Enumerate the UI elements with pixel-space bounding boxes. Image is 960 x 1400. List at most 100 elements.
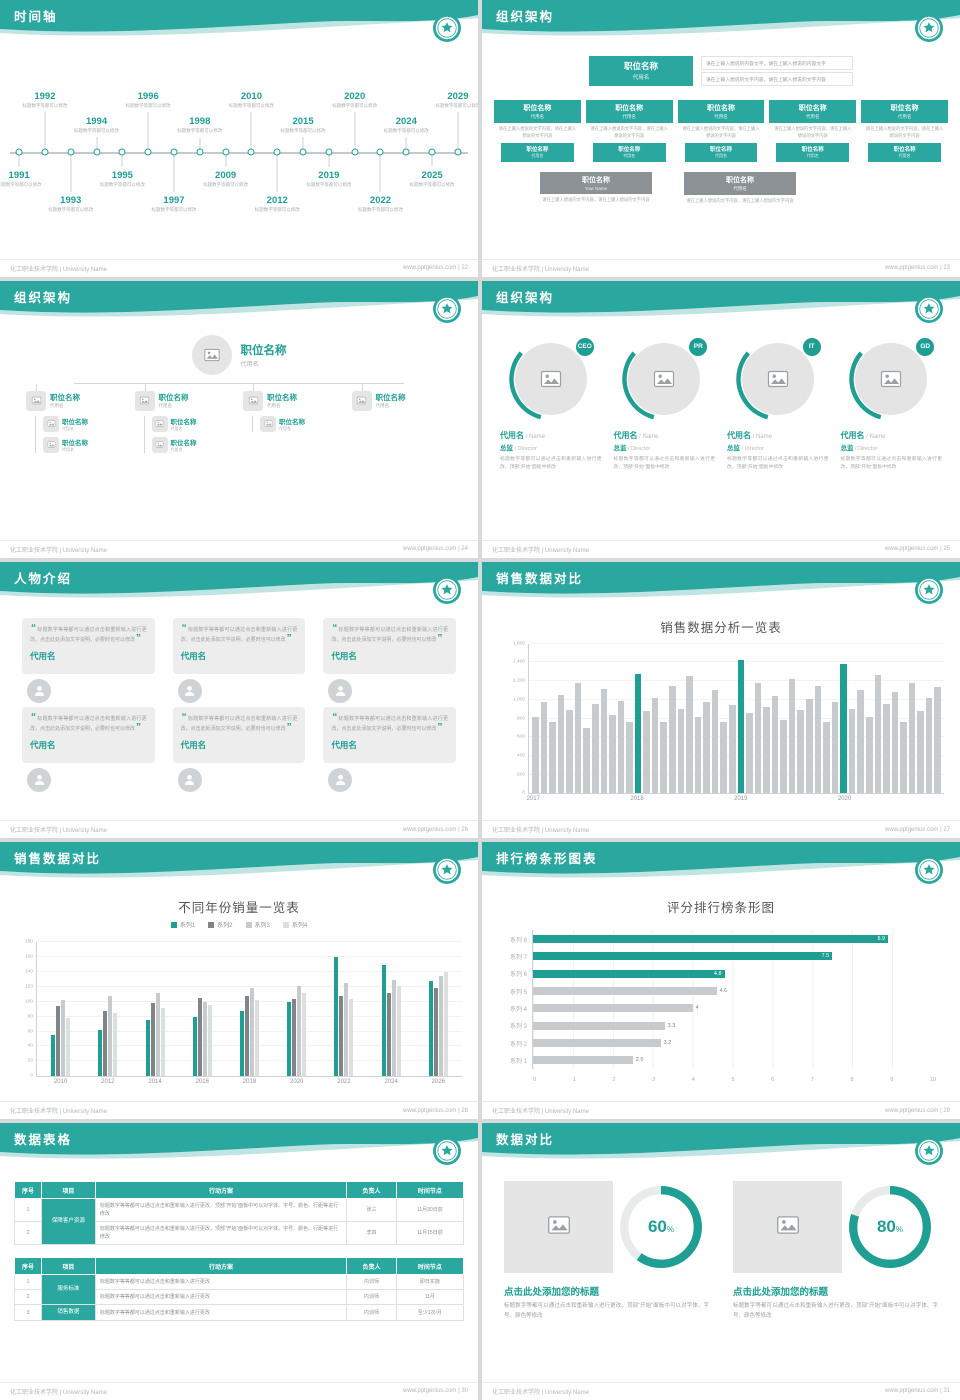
action-table-1: 序号 项目 行动方案 负责人 时间节点 1 保障客户资源 标题数字等等都可以通过点击和重新输入… <box>14 1181 465 1246</box>
timeline-year: 2012 <box>266 195 288 207</box>
timeline-dot <box>428 148 436 156</box>
slide-31-data-compare[interactable]: 数据对比 60% 点击此处添加您的标题 标题数字等都可以通过点击和重新输入进行更改，… <box>482 1123 960 1400</box>
close-quote-icon: ” <box>286 722 292 734</box>
person-intro: “标题数字等等都可以通过点击和重新输入进行更改，点击此处添加文字说明，必要时也可… <box>323 706 456 792</box>
bar-chart: 0 200 400 600 800 1,000 1,200 1,400 1,600 2017 201… <box>513 641 944 802</box>
hbar-row: 系列 7 7.5 <box>500 947 932 966</box>
slide-header: 组织架构 <box>482 280 960 327</box>
position-title: 职位名称 <box>375 393 406 403</box>
bar <box>51 1035 56 1077</box>
bar <box>339 995 344 1077</box>
bar-group: 2022 <box>320 942 367 1085</box>
slide-25-org-circles[interactable]: 组织架构 CEO 代用名 / Name 总监 / Director 标题数字等都可以通… <box>482 280 960 558</box>
slide-29-ranking-chart[interactable]: 排行榜条形图表 评分排行榜条形图 系列 8 8.9 系列 7 7.5 系列 6 4.8 系列… <box>482 842 960 1120</box>
timeline-connector <box>199 137 201 153</box>
slide-28-grouped-chart[interactable]: 销售数据对比 不同年份销量一览表 系列1 系列2 系列3 系列4 0 20 40 60 80 1… <box>0 842 478 1120</box>
timeline-year: 2024 <box>395 115 417 127</box>
bar <box>192 1016 197 1077</box>
header-wave <box>0 561 478 598</box>
timeline-year: 2015 <box>292 115 314 127</box>
position-title: 职位名称 <box>62 439 88 447</box>
timeline-connector <box>250 112 252 153</box>
bar <box>549 722 556 794</box>
x-tick-label: 2017 <box>526 796 540 803</box>
school-logo-icon <box>433 856 461 885</box>
timeline-dot <box>299 148 307 156</box>
footer-school: 化工职业技术学院 | University Name <box>10 266 107 273</box>
chart-area: 评分排行榜条形图 系列 8 8.9 系列 7 7.5 系列 6 4.8 系列 5 4.6 系列 … <box>482 888 960 1101</box>
timeline-entry: 1994 标题数字等都可以修改 <box>74 116 120 135</box>
slide-27-sales-chart[interactable]: 销售数据对比 销售数据分析一览表 0 200 400 600 800 1,000 1,200… <box>482 561 960 839</box>
open-quote-icon: “ <box>181 711 187 723</box>
slide-23-org-boxes[interactable]: 组织架构 职位名称 代用名 请在上输入想说的内容文字，请在上输入想说的内容文字 … <box>482 0 960 277</box>
person-name: 代用名 <box>30 739 56 750</box>
position-sub: 代用名 <box>714 114 728 119</box>
y-tick-label: 60 <box>27 1029 33 1035</box>
slide-26-people-intro[interactable]: 人物介绍 “标题数字等等都可以通过点击和重新输入进行更改，点击此处添加文字说明，… <box>0 561 478 839</box>
org-columns: 职位名称 代用名 请在上输入想说的文字内容，请在上输入想说的文字内容 职位名称 代用名职… <box>482 100 960 162</box>
quote-card: “标题数字等等都可以通过点击和重新输入进行更改，点击此处添加文字说明，必要时也可… <box>172 617 306 674</box>
timeline-dot <box>351 148 359 156</box>
x-tick-label: 1 <box>572 1077 576 1084</box>
position-title: 职位名称 <box>709 147 732 154</box>
table-cell: 李四 <box>346 1221 397 1246</box>
avatar-icon <box>328 678 353 703</box>
timeline-dot <box>93 148 101 156</box>
timeline-year: 1992 <box>34 90 56 102</box>
quote-text: “标题数字等等都可以通过点击和重新输入进行更改，点击此处添加文字说明，必要时也可… <box>180 622 298 645</box>
timeline-entry: 2025 标题数字等都可以修改 <box>409 170 455 189</box>
name-cn: 代用名 <box>840 430 865 440</box>
slide-header: 组织架构 <box>482 0 960 46</box>
role-badge: IT <box>800 335 823 358</box>
profile-circle: PR <box>622 335 710 421</box>
quote-card: “标题数字等等都可以通过点击和重新输入进行更改，点击此处添加文字说明，必要时也可… <box>323 617 456 674</box>
bar <box>566 710 573 794</box>
header-wave <box>0 842 478 878</box>
org-branch: 职位名称 代用名 职位名称 代用名 <box>239 384 348 458</box>
org-node-text: 职位名称 代用名 <box>279 416 305 432</box>
position-title: 职位名称 <box>726 176 754 184</box>
y-tick-label: 400 <box>516 753 525 759</box>
bar <box>737 659 745 794</box>
slide-22-timeline[interactable]: 时间轴 1991 标题数字等都可以修改 1992 标题数字等都可以修改 1993 标题数字… <box>0 0 478 277</box>
position-title: 职位名称 <box>279 418 305 426</box>
timeline-entry: 2019 标题数字等都可以修改 <box>306 170 352 189</box>
hbar-row: 系列 3 3.3 <box>500 1017 932 1035</box>
x-tick-label: 6 <box>771 1077 775 1084</box>
timeline-caption: 标题数字等都可以修改 <box>409 182 455 188</box>
profile-circle: CEO <box>509 335 596 421</box>
x-tick-label: 3 <box>652 1077 656 1084</box>
timeline-dot <box>402 148 410 156</box>
image-placeholder-icon <box>652 367 676 391</box>
timeline-entry: 1998 标题数字等都可以修改 <box>177 116 223 135</box>
y-tick-label: 80 <box>27 1014 33 1020</box>
position-sub: 代用名 <box>279 425 291 431</box>
header-wave <box>482 1123 960 1159</box>
bar <box>386 992 391 1077</box>
y-tick-label: 1,000 <box>512 697 525 703</box>
slide-header: 数据表格 <box>0 1123 478 1169</box>
org-node-text: 职位名称 代用名 <box>62 437 88 453</box>
bar <box>244 995 249 1077</box>
image-placeholder <box>733 1181 842 1274</box>
timeline-caption: 标题数字等都可以修改 <box>254 207 300 213</box>
timeline-connector <box>302 137 304 153</box>
table-cell: 1 <box>14 1198 42 1223</box>
slide-24-org-tree[interactable]: 组织架构 职位名称 代用名 职位名称 代用名 职位名称 代用名 职位名称 代用名 职位名称代… <box>0 280 478 558</box>
category-label: 系列 5 <box>509 989 527 996</box>
bar <box>145 1020 150 1077</box>
position-title: 职位名称 <box>170 418 197 426</box>
quote-text: “标题数字等等都可以通过点击和重新输入进行更改，点击此处添加文字说明，必要时也可… <box>30 622 147 645</box>
table-header-cell: 时间节点 <box>395 1181 465 1200</box>
table-row: 2 标题数字等等都可以通过点击和重新输入进行更改，顶部“开始”面板中可以对字体、字… <box>14 1221 465 1246</box>
person-name: 代用名 / Name <box>614 430 716 441</box>
bar <box>533 1021 665 1030</box>
gridline <box>37 971 462 973</box>
slide-30-data-tables[interactable]: 数据表格 序号 项目 行动方案 负责人 时间节点 1 保障客户资源 标题数字等等都可以通过点击… <box>0 1123 478 1400</box>
donut-value: 60% <box>647 1217 675 1237</box>
org-child-node: 职位名称 代用名 <box>151 415 236 432</box>
table-header-cell: 项目 <box>40 1181 96 1200</box>
donut-chart: 80% <box>842 1181 938 1273</box>
x-axis: 0 1 2 3 4 5 6 7 8 9 10 <box>533 1077 936 1083</box>
slide-title: 组织架构 <box>496 290 555 305</box>
